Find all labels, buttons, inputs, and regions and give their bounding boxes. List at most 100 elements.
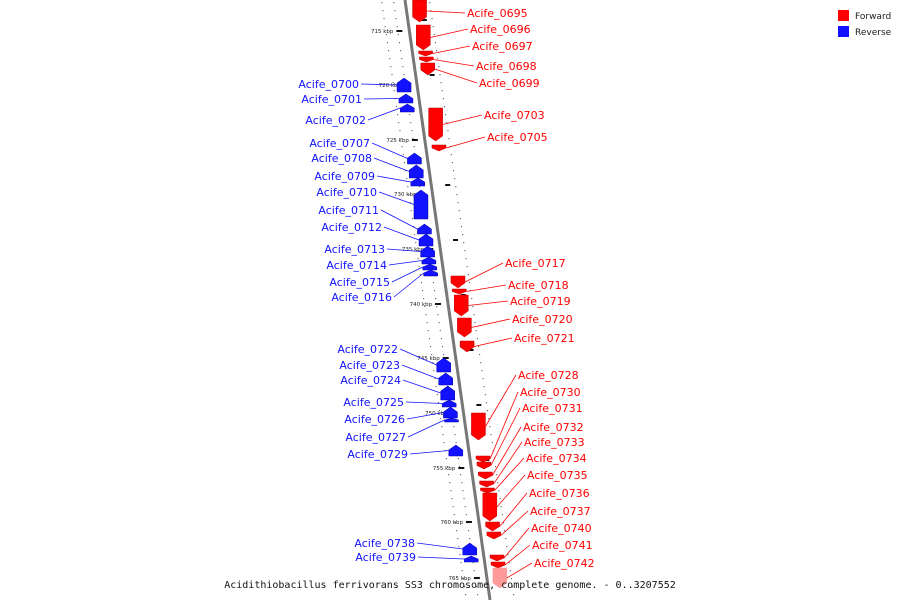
gene-labels: Acife_0695 Acife_0696 Acife_0697 Acife_0698… [298,7,594,570]
reverse-gene-arrow [420,245,435,258]
reverse-gene-arrow [444,417,459,423]
guide-dot [504,530,506,532]
guide-dot [450,154,452,156]
guide-dot [455,442,457,444]
guide-dot [445,458,447,460]
guide-dot [403,74,405,76]
guide-dot [447,130,449,132]
label-leader-line [504,544,531,566]
gene-label-forward: Acife_0740 [531,522,592,535]
scale-tick-label: 735 kbp [402,247,425,253]
guide-dot [457,538,459,540]
label-leader-line [360,83,398,86]
gene-label-reverse: Acife_0709 [314,170,375,183]
guide-dot [434,290,436,292]
guide-dot [510,578,512,580]
guide-dot [395,18,397,20]
guide-dot [436,394,438,396]
scale-tick [442,357,449,359]
reverse-gene-arrow [398,93,414,104]
reverse-gene-arrow [418,233,434,247]
reverse-gene-arrow [409,164,424,179]
forward-gene-arrow [416,24,431,51]
guide-dot [475,330,477,332]
label-leader-line [434,68,478,84]
forward-gene-arrow [471,412,486,441]
guide-dot [440,338,442,340]
guide-dot [409,202,411,204]
guide-dot [440,418,442,420]
gene-label-forward: Acife_0698 [476,60,537,73]
guide-dot [456,194,458,196]
gene-label-reverse: Acife_0723 [339,359,400,372]
guide-dot [420,282,422,284]
guide-dot [434,42,436,44]
guide-dot [459,466,461,468]
guide-dot [403,162,405,164]
guide-dot [410,122,412,124]
gene-label-reverse: Acife_0722 [337,343,398,356]
scale-tick-label: 740 kbp [410,302,433,308]
guide-dot [442,346,444,348]
guide-dot [453,514,455,516]
forward-gene-arrow [452,288,467,295]
gene-label-forward: Acife_0719 [510,295,571,308]
label-leader-line [489,391,519,460]
guide-dot [432,362,434,364]
guide-dot [423,298,425,300]
guide-dot [438,322,440,324]
guide-dot [464,506,466,508]
scale-tick [458,467,465,469]
forward-gene-arrow [431,144,447,152]
gene-label-reverse: Acife_0700 [298,78,359,91]
guide-dot [439,74,441,76]
label-leader-line [496,474,526,508]
guide-dot [449,482,451,484]
guide-dot [509,570,511,572]
guide-dot [401,146,403,148]
label-leader-line [383,226,420,241]
guide-dot [400,138,402,140]
guide-dot [396,26,398,28]
guide-dot [416,250,418,252]
scale-tick [429,74,435,76]
gene-label-forward: Acife_0697 [472,40,533,53]
guide-dot [396,106,398,108]
label-leader-line [416,542,463,550]
guide-dot [472,562,474,564]
guide-dot [451,498,453,500]
scale-tick [411,139,418,141]
guide-dot [474,322,476,324]
guide-dot [382,10,384,12]
label-leader-line [485,374,517,427]
guide-dot [496,474,498,476]
gene-label-reverse: Acife_0712 [321,221,382,234]
forward-gene-arrow [475,455,491,463]
reverse-gene-arrow [407,152,422,165]
guide-dot [460,474,462,476]
gene-label-forward: Acife_0737 [530,505,591,518]
guide-dot [414,234,416,236]
chromosome-backbone [403,0,492,600]
guide-dot [484,394,486,396]
label-leader-line [363,98,399,100]
guide-dot [431,354,433,356]
guide-dot [448,138,450,140]
guide-dot [454,522,456,524]
guide-dot [502,522,504,524]
gene-label-reverse: Acife_0711 [318,204,379,217]
forward-gene-arrow [485,521,500,532]
scale-tick-label: 760 kbp [441,520,464,526]
guide-dot [394,10,396,12]
gene-label-reverse: Acife_0724 [340,374,401,387]
label-leader-line [433,59,475,67]
guide-dot [437,314,439,316]
forward-gene-arrow [419,56,434,63]
legend-label-reverse: Reverse [855,28,892,38]
guide-dot [465,514,467,516]
gene-label-forward: Acife_0742 [534,557,595,570]
guide-dot [465,594,467,596]
scale-tick [476,404,482,406]
guide-dot [406,178,408,180]
guide-dot [508,562,510,564]
